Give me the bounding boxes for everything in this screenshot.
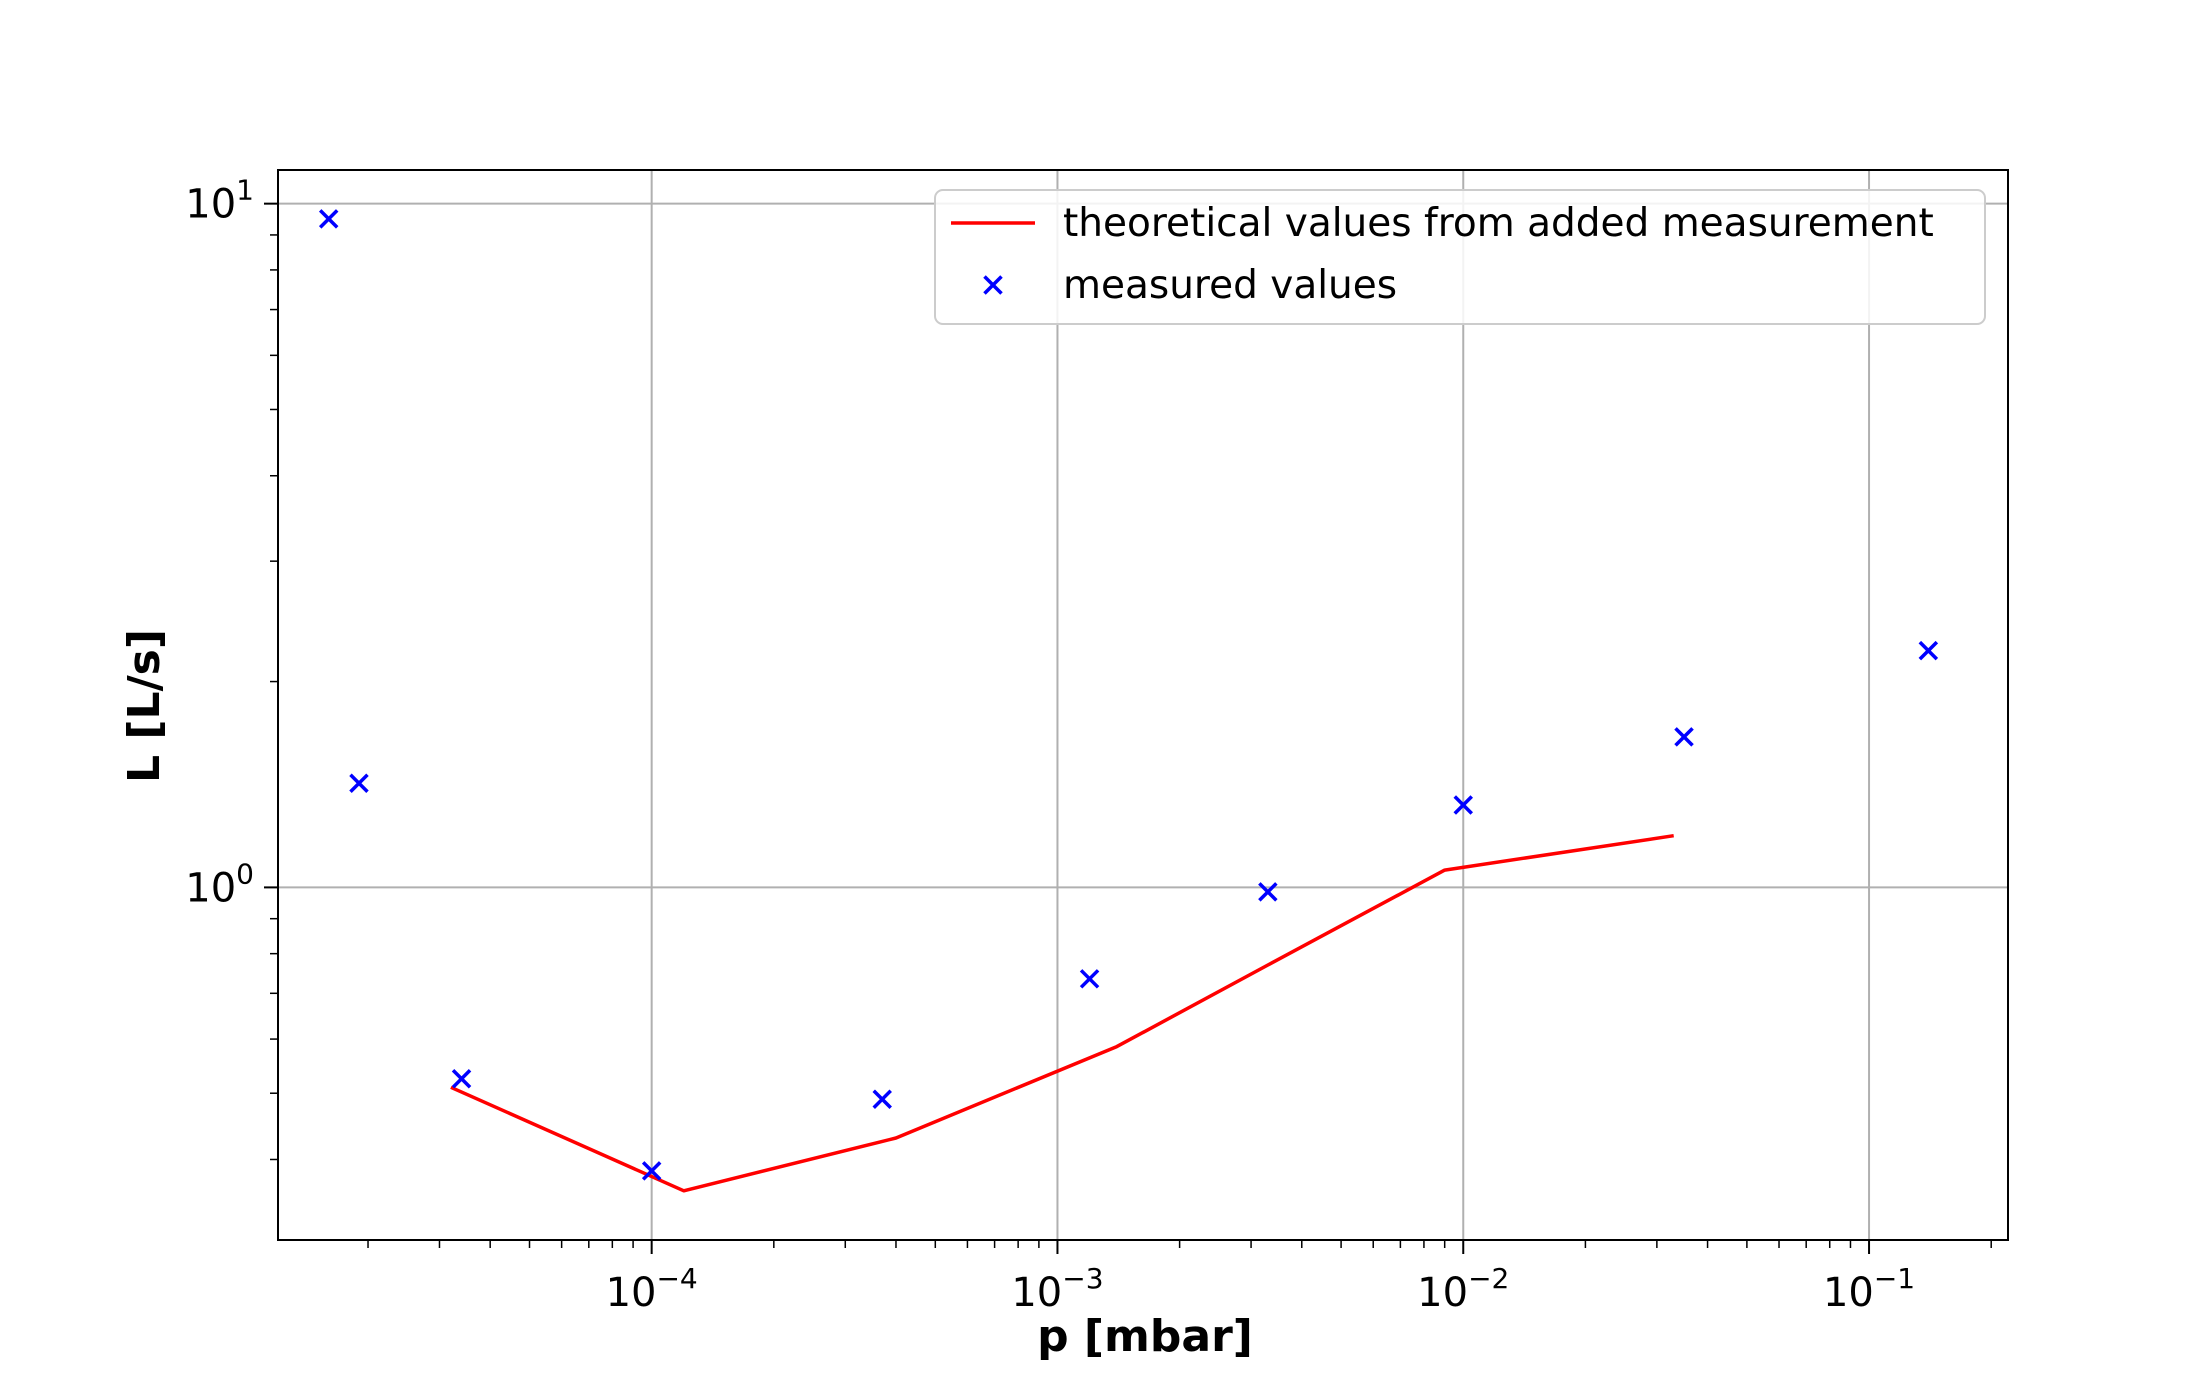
measured-point bbox=[1258, 882, 1278, 902]
measured-point bbox=[1674, 727, 1694, 747]
y-axis-label: L [L/s] bbox=[119, 629, 170, 783]
legend: theoretical values from added measuremen… bbox=[934, 189, 1986, 325]
measured-point bbox=[349, 773, 369, 794]
measured-point bbox=[1453, 795, 1473, 815]
x-tick-label: 10−4 bbox=[606, 1262, 698, 1316]
y-tick-label: 100 bbox=[185, 857, 254, 911]
plot-area bbox=[318, 209, 1939, 1193]
legend-box bbox=[934, 189, 1986, 325]
axis-ticks: 10−4 10−3 10−2 10−1 100 101 bbox=[185, 174, 1992, 1316]
measured-point bbox=[1918, 640, 1939, 661]
legend-label: measured values bbox=[1063, 263, 1397, 308]
x-tick-label: 10−3 bbox=[1011, 1262, 1103, 1316]
plot-frame bbox=[277, 169, 2009, 1241]
marker-stroke bbox=[1258, 882, 1278, 902]
marker-stroke bbox=[1918, 640, 1939, 661]
marker-stroke bbox=[1453, 795, 1473, 815]
marker-stroke bbox=[641, 1161, 662, 1181]
measured-point bbox=[451, 1068, 472, 1089]
x-tick-label: 10−1 bbox=[1823, 1262, 1915, 1316]
marker-stroke bbox=[1079, 969, 1100, 989]
y-tick-label: 101 bbox=[185, 174, 254, 228]
legend-marker-swatch bbox=[983, 275, 1003, 295]
marker-stroke bbox=[349, 773, 369, 794]
theoretical-line bbox=[450, 833, 1674, 1193]
measured-point bbox=[1079, 969, 1100, 989]
marker-stroke bbox=[1674, 727, 1694, 747]
marker-stroke bbox=[872, 1089, 892, 1109]
measured-point bbox=[641, 1161, 662, 1181]
measured-point bbox=[318, 209, 339, 229]
marker-stroke bbox=[318, 209, 339, 229]
marker-stroke bbox=[451, 1068, 472, 1089]
marker-stroke bbox=[983, 275, 1003, 295]
measured-point bbox=[872, 1089, 892, 1109]
grid bbox=[278, 170, 2008, 1240]
legend-label: theoretical values from added measuremen… bbox=[1063, 201, 1934, 246]
x-axis-label: p [mbar] bbox=[1037, 1311, 1253, 1362]
x-tick-label: 10−2 bbox=[1417, 1262, 1509, 1316]
